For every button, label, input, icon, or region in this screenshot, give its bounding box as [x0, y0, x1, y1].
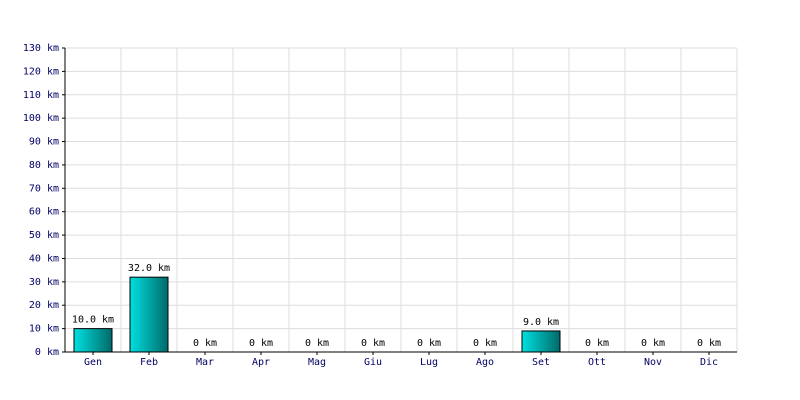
y-tick-label: 10 km [29, 324, 59, 335]
x-tick-label: Feb [140, 357, 158, 368]
grid [65, 47, 738, 353]
y-tick-label: 80 km [29, 160, 59, 171]
y-tick-label: 70 km [29, 183, 59, 194]
y-tick-label: 130 km [23, 43, 59, 54]
bar [521, 330, 561, 353]
x-tick-label: Nov [644, 357, 662, 368]
x-tick-label: Giu [364, 357, 382, 368]
y-tick-label: 60 km [29, 207, 59, 218]
value-label: 32.0 km [128, 263, 170, 274]
value-label: 10.0 km [72, 315, 114, 326]
x-tick-label: Set [532, 357, 550, 368]
value-label: 0 km [585, 338, 609, 349]
x-tick-label: Ott [588, 357, 606, 368]
value-label: 0 km [305, 338, 329, 349]
y-tick-label: 20 km [29, 300, 59, 311]
x-tick-label: Gen [84, 357, 102, 368]
value-label: 0 km [249, 338, 273, 349]
y-tick-label: 50 km [29, 230, 59, 241]
value-label: 0 km [473, 338, 497, 349]
value-label: 0 km [417, 338, 441, 349]
x-tick-label: Apr [252, 357, 270, 368]
x-tick-label: Dic [700, 357, 718, 368]
x-tick-label: Mar [196, 357, 214, 368]
value-label: 0 km [641, 338, 665, 349]
y-tick-label: 120 km [23, 66, 59, 77]
value-label: 0 km [361, 338, 385, 349]
y-tick-label: 110 km [23, 90, 59, 101]
bar [129, 276, 169, 353]
y-tick-label: 100 km [23, 113, 59, 124]
y-tick-label: 30 km [29, 277, 59, 288]
y-tick-label: 40 km [29, 253, 59, 264]
marks [73, 276, 561, 353]
value-label: 0 km [697, 338, 721, 349]
x-tick-label: Mag [308, 357, 326, 368]
x-tick-label: Lug [420, 357, 438, 368]
value-label: 0 km [193, 338, 217, 349]
value-label: 9.0 km [523, 317, 559, 328]
bar [73, 328, 113, 353]
y-tick-label: 90 km [29, 137, 59, 148]
x-tick-label: Ago [476, 357, 494, 368]
y-tick-label: 0 km [35, 347, 59, 358]
